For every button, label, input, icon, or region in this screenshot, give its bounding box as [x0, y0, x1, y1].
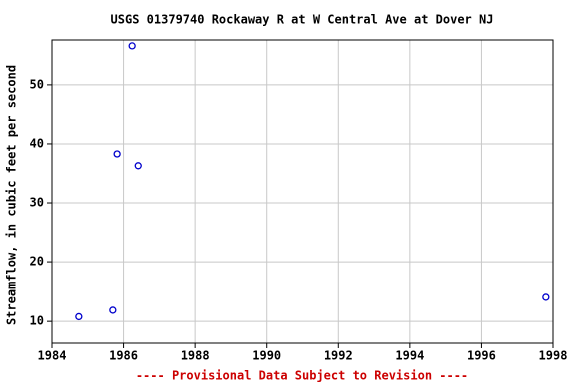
point: [128, 42, 136, 50]
point: [134, 162, 142, 170]
x-tick-label: 1988: [181, 349, 210, 363]
y-tick-label: 10: [30, 314, 44, 328]
x-tick-label: 1996: [467, 349, 496, 363]
point: [75, 312, 83, 321]
point: [113, 150, 121, 158]
point: [109, 306, 117, 314]
y-tick-label: 20: [30, 255, 44, 269]
x-tick-label: 1992: [324, 349, 353, 363]
x-tick-label: 1990: [252, 349, 281, 363]
footnote: ---- Provisional Data Subject to Revisio…: [136, 369, 468, 383]
y-tick-label: 30: [30, 196, 44, 210]
y-tick-label: 40: [30, 136, 44, 150]
x-tick-label: 1994: [395, 349, 424, 363]
plot-frame: [51, 39, 554, 344]
y-tick-label: 50: [30, 77, 44, 91]
chart-title: USGS 01379740 Rockaway R at W Central Av…: [111, 13, 494, 27]
x-tick-label: 1984: [38, 349, 67, 363]
point: [542, 293, 550, 301]
x-tick-label: 1998: [539, 349, 568, 363]
y-axis-label: Streamflow, in cubic feet per second: [5, 65, 19, 325]
x-tick-label: 1986: [109, 349, 138, 363]
